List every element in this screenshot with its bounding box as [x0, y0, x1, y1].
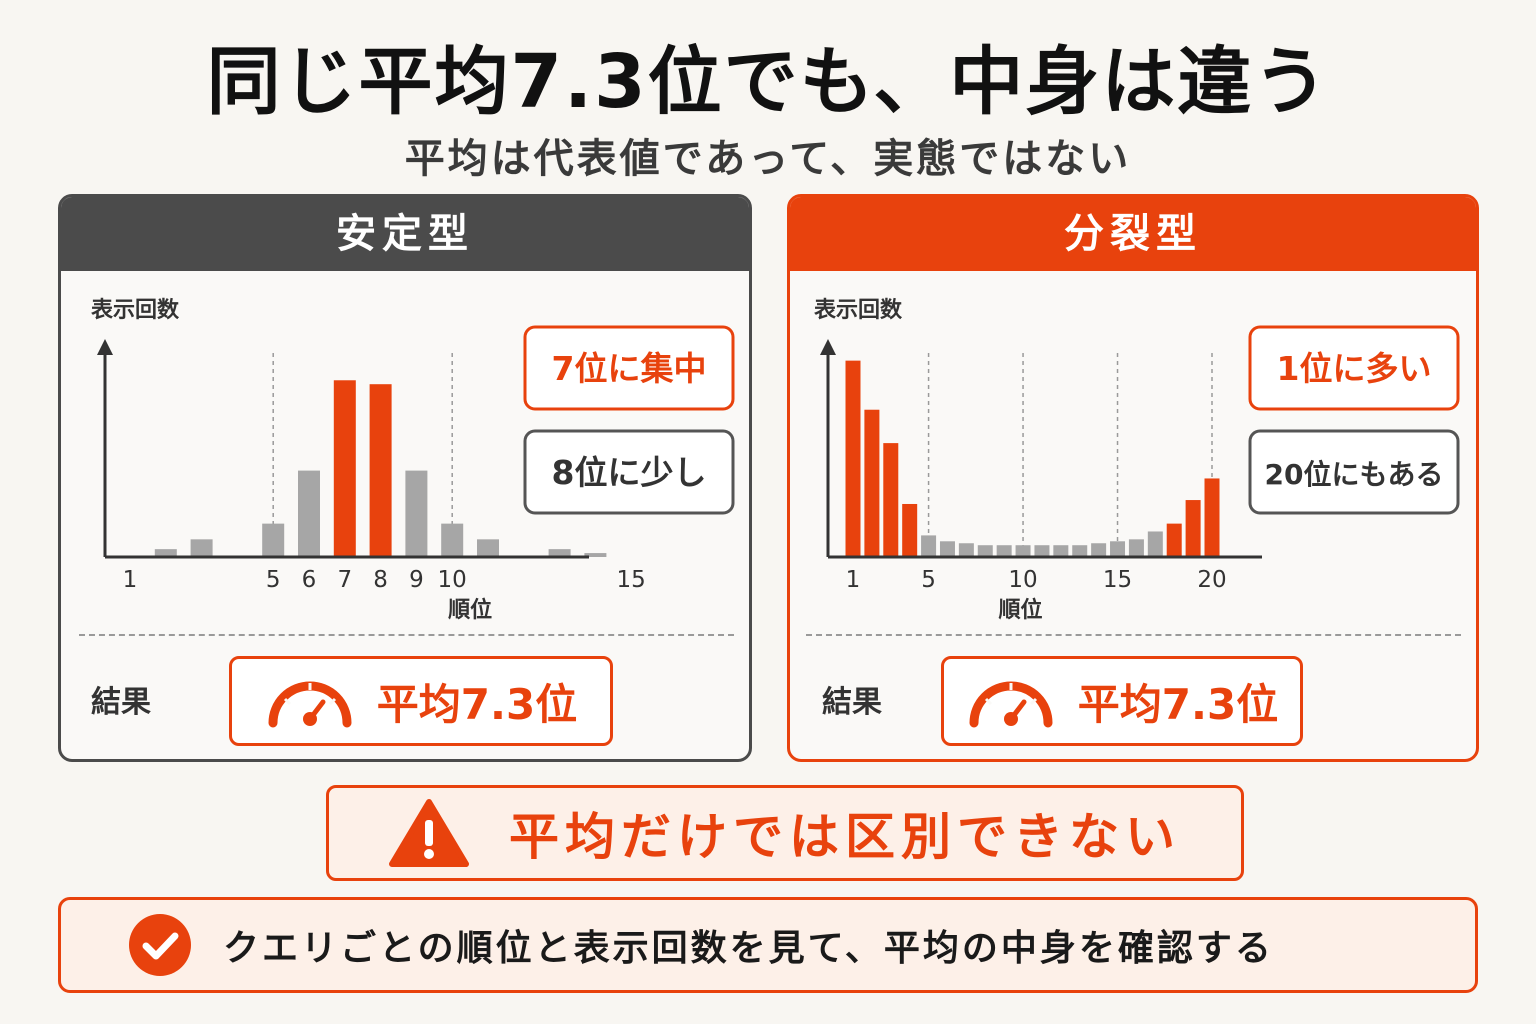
x-tick-label: 5: [266, 567, 281, 593]
result-box: 平均7.3位: [229, 656, 613, 746]
conclusion-banner: クエリごとの順位と表示回数を見て、平均の中身を確認する: [58, 897, 1478, 993]
bar-rank-14: [1091, 543, 1107, 557]
bar-rank-4: [902, 503, 918, 557]
bar-rank-9: [996, 545, 1012, 557]
bar-rank-18: [1166, 523, 1182, 557]
bar-rank-14: [584, 553, 607, 557]
bar-rank-13: [1072, 545, 1088, 557]
x-tick-label: 5: [921, 567, 936, 593]
y-axis-arrow: [97, 339, 113, 355]
gauge-icon: [969, 681, 1053, 728]
bar-rank-9: [405, 470, 428, 557]
page-subtitle: 平均は代表値であって、実態ではない: [404, 136, 1132, 182]
panel-title-split: 分裂型: [790, 197, 1476, 271]
x-tick-label: 7: [337, 567, 352, 593]
bar-rank-10: [1015, 545, 1031, 557]
bar-rank-6: [939, 541, 955, 557]
y-axis-arrow: [820, 339, 836, 355]
y-axis-label: 表示回数: [91, 297, 180, 323]
x-tick-label: 10: [1008, 567, 1037, 593]
result-value: 平均7.3位: [1077, 679, 1279, 729]
result-label: 結果: [91, 685, 151, 720]
gauge-icon: [268, 681, 352, 728]
result-value: 平均7.3位: [376, 679, 578, 729]
bar-rank-6: [298, 470, 320, 557]
warning-banner: 平均だけでは区別できない: [326, 785, 1244, 881]
panel-stable: 安定型 表示回数156789101520順位7位に集中8位に少し 結果 平均7.…: [58, 194, 752, 762]
annotation-text: 8位に少し: [552, 453, 707, 492]
x-tick-label: 10: [438, 567, 467, 593]
bar-rank-3: [883, 443, 899, 557]
bar-rank-10: [441, 523, 464, 557]
x-tick-label: 15: [617, 567, 646, 593]
panel-split: 分裂型 表示回数 1 5 10 15 20 順位 1位に多い 20位にもある 結果 平均7.3位: [787, 194, 1479, 762]
bar-rank-20: [1204, 478, 1220, 557]
x-tick-label: 6: [302, 567, 317, 593]
chart-stable: 表示回数156789101520順位7位に集中8位に少し: [91, 297, 735, 623]
divider: [79, 634, 734, 636]
bar-rank-13: [548, 549, 571, 557]
bar-rank-1: [845, 360, 861, 557]
warning-icon: [389, 799, 469, 867]
bar-rank-7: [333, 380, 356, 557]
bar-rank-11: [477, 539, 499, 557]
annotation-box: [523, 429, 735, 515]
bar-rank-16: [1128, 539, 1144, 557]
warning-text: 平均だけでは区別できない: [509, 808, 1181, 866]
x-axis-label: 順位: [448, 597, 492, 623]
panel-title-stable: 安定型: [61, 197, 749, 271]
bar-rank-2: [864, 409, 880, 557]
page-title: 同じ平均7.3位でも、中身は違う: [206, 39, 1330, 125]
bar-rank-19: [1185, 500, 1201, 557]
bar-rank-7: [958, 543, 974, 557]
conclusion-text: クエリごとの順位と表示回数を見て、平均の中身を確認する: [223, 928, 1274, 969]
annotation-box: [523, 325, 735, 411]
annotation-text: 1位に多い: [1277, 349, 1432, 388]
check-icon: [129, 914, 191, 976]
annotation-box: [1248, 429, 1460, 515]
x-tick-label: 8: [373, 567, 388, 593]
x-tick-label: 1: [123, 567, 138, 593]
result-box: 平均7.3位: [941, 656, 1303, 746]
divider: [806, 634, 1461, 636]
result-label: 結果: [822, 685, 882, 720]
x-tick-label: 1: [846, 567, 861, 593]
bar-rank-17: [1147, 531, 1163, 557]
x-axis-label: 順位: [998, 597, 1042, 623]
bar-rank-12: [1053, 545, 1069, 557]
x-tick-label: 20: [1197, 567, 1226, 593]
bar-rank-15: [1110, 541, 1126, 557]
bar-rank-5: [921, 535, 937, 557]
bar-rank-2: [154, 549, 177, 557]
bar-rank-11: [1034, 545, 1050, 557]
bar-rank-5: [262, 523, 285, 557]
x-tick-label: 9: [409, 567, 424, 593]
bar-rank-8: [977, 545, 993, 557]
bar-rank-8: [369, 384, 392, 557]
x-tick-label: 15: [1103, 567, 1132, 593]
annotation-text: 7位に集中: [552, 349, 707, 388]
annotation-box: [1248, 325, 1460, 411]
bar-rank-3: [190, 539, 213, 557]
annotation-text: 20位にもある: [1265, 458, 1444, 491]
y-axis-label: 表示回数: [814, 297, 903, 323]
